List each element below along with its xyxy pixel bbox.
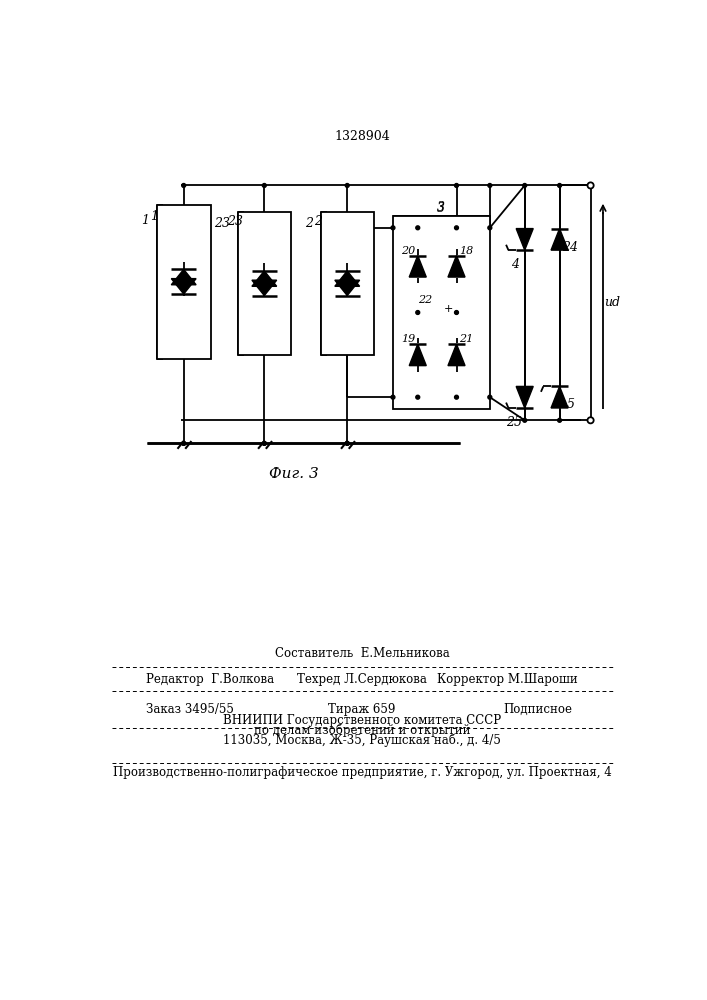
Text: 2: 2 <box>305 217 313 230</box>
Text: Заказ 3495/55: Заказ 3495/55 <box>146 703 235 716</box>
Polygon shape <box>171 279 196 294</box>
Circle shape <box>391 226 395 230</box>
Circle shape <box>488 395 492 399</box>
Polygon shape <box>516 229 533 250</box>
Polygon shape <box>335 280 360 296</box>
Circle shape <box>455 184 458 187</box>
Circle shape <box>455 395 458 399</box>
Text: 22: 22 <box>419 295 433 305</box>
Circle shape <box>588 417 594 423</box>
Circle shape <box>345 441 349 445</box>
Circle shape <box>262 441 267 445</box>
Circle shape <box>455 311 458 314</box>
Text: 2: 2 <box>314 215 322 228</box>
Polygon shape <box>252 280 276 296</box>
Circle shape <box>488 184 492 187</box>
Text: 4: 4 <box>510 258 519 271</box>
Polygon shape <box>448 256 465 277</box>
Text: 20: 20 <box>401 246 416 256</box>
Text: по делам изобретений и открытий: по делам изобретений и открытий <box>254 724 470 737</box>
Text: 1: 1 <box>151 210 158 223</box>
Text: +: + <box>444 304 453 314</box>
Circle shape <box>262 441 267 445</box>
Circle shape <box>522 418 527 422</box>
Circle shape <box>182 441 186 445</box>
Text: Подписное: Подписное <box>503 703 573 716</box>
Circle shape <box>558 418 561 422</box>
Bar <box>238 212 291 355</box>
Text: 23: 23 <box>227 215 243 228</box>
Circle shape <box>558 184 561 187</box>
Text: Техред Л.Сердюкова: Техред Л.Сердюкова <box>297 673 427 686</box>
Text: 19: 19 <box>401 334 416 344</box>
Text: 24: 24 <box>563 241 578 254</box>
Text: 23: 23 <box>214 217 230 230</box>
Text: 18: 18 <box>459 246 473 256</box>
Text: 5: 5 <box>566 398 574 411</box>
Circle shape <box>391 395 395 399</box>
Polygon shape <box>448 344 465 366</box>
Polygon shape <box>171 269 196 285</box>
Text: 21: 21 <box>459 334 473 344</box>
Text: 3: 3 <box>437 202 445 215</box>
Text: Фиг. 3: Фиг. 3 <box>269 467 319 481</box>
Circle shape <box>345 441 349 445</box>
Circle shape <box>588 182 594 189</box>
Text: Составитель  Е.Мельникова: Составитель Е.Мельникова <box>274 647 450 660</box>
Bar <box>156 205 211 359</box>
Circle shape <box>416 395 420 399</box>
Text: 3: 3 <box>437 201 445 214</box>
Polygon shape <box>551 386 568 408</box>
Text: Корректор М.Шароши: Корректор М.Шароши <box>438 673 578 686</box>
Polygon shape <box>409 256 426 277</box>
Circle shape <box>182 184 186 187</box>
Text: 25: 25 <box>506 416 522 429</box>
Circle shape <box>416 226 420 230</box>
Text: Производственно-полиграфическое предприятие, г. Ужгород, ул. Проектная, 4: Производственно-полиграфическое предприя… <box>112 766 612 779</box>
Circle shape <box>262 184 267 187</box>
Bar <box>321 212 373 355</box>
Circle shape <box>488 226 492 230</box>
Circle shape <box>455 226 458 230</box>
Bar <box>393 216 490 409</box>
Text: Тираж 659: Тираж 659 <box>328 703 396 716</box>
Text: ВНИИПИ Государственного комитета СССР: ВНИИПИ Государственного комитета СССР <box>223 714 501 727</box>
Circle shape <box>345 184 349 187</box>
Polygon shape <box>335 271 360 286</box>
Polygon shape <box>409 344 426 366</box>
Text: 1: 1 <box>141 214 149 227</box>
Circle shape <box>182 441 186 445</box>
Circle shape <box>416 311 420 314</box>
Text: 113035, Москва, Ж-35, Раушская наб., д. 4/5: 113035, Москва, Ж-35, Раушская наб., д. … <box>223 734 501 747</box>
Circle shape <box>522 184 527 187</box>
Text: Редактор  Г.Волкова: Редактор Г.Волкова <box>146 673 274 686</box>
Polygon shape <box>551 229 568 250</box>
Text: ud: ud <box>604 296 620 309</box>
Polygon shape <box>252 271 276 286</box>
Text: 1328904: 1328904 <box>334 130 390 143</box>
Polygon shape <box>516 386 533 408</box>
